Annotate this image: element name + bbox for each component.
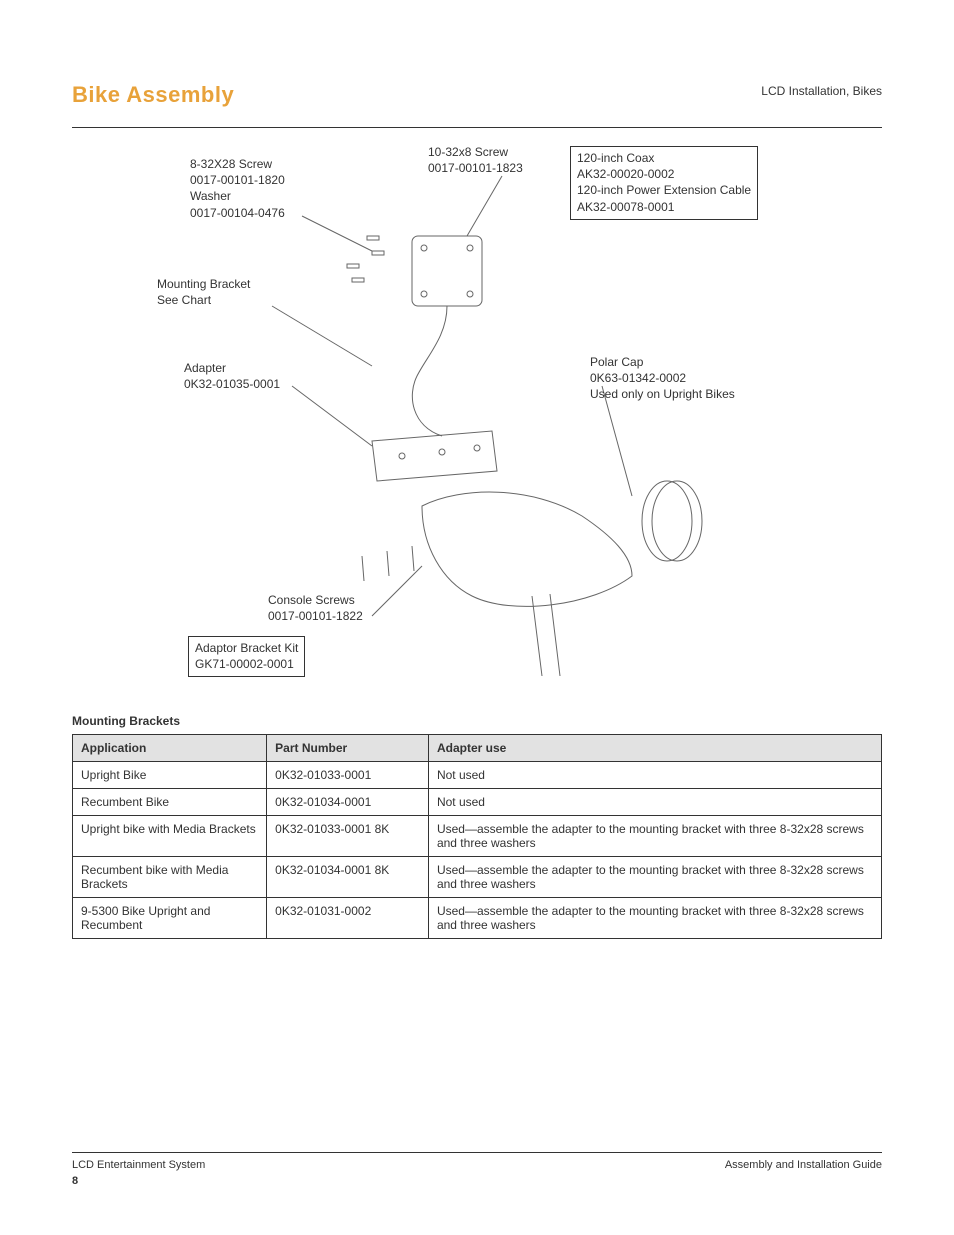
cell-part-number: 0K32-01034-0001 <box>267 789 429 816</box>
cell-part-number: 0K32-01034-0001 8K <box>267 857 429 898</box>
cell-adapter-use: Not used <box>428 762 881 789</box>
table-row: 9-5300 Bike Upright and Recumbent 0K32-0… <box>73 898 882 939</box>
label-screw-8-32: 8-32X28 Screw 0017-00101-1820 Washer 001… <box>190 156 285 221</box>
table-row: Recumbent bike with Media Brackets 0K32-… <box>73 857 882 898</box>
label-adaptor-bracket-kit: Adaptor Bracket Kit GK71-00002-0001 <box>188 636 305 677</box>
cell-adapter-use: Used—assemble the adapter to the mountin… <box>428 898 881 939</box>
label-text: 0017-00101-1822 <box>268 609 363 623</box>
label-text: AK32-00078-0001 <box>577 200 674 214</box>
label-text: 0017-00101-1820 <box>190 173 285 187</box>
label-text: Polar Cap <box>590 355 643 369</box>
col-header-application: Application <box>73 735 267 762</box>
table-header-row: Application Part Number Adapter use <box>73 735 882 762</box>
label-text: 120-inch Power Extension Cable <box>577 183 751 197</box>
label-text: GK71-00002-0001 <box>195 657 294 671</box>
cell-application: 9-5300 Bike Upright and Recumbent <box>73 898 267 939</box>
mounting-brackets-table: Application Part Number Adapter use Upri… <box>72 734 882 939</box>
cell-application: Upright bike with Media Brackets <box>73 816 267 857</box>
label-text: 0017-00104-0476 <box>190 206 285 220</box>
footer-doc-title: LCD Entertainment System <box>72 1159 205 1171</box>
cell-adapter-use: Used—assemble the adapter to the mountin… <box>428 816 881 857</box>
label-text: 8-32X28 Screw <box>190 157 272 171</box>
col-header-adapter-use: Adapter use <box>428 735 881 762</box>
cell-application: Recumbent Bike <box>73 789 267 816</box>
page-footer: LCD Entertainment System Assembly and In… <box>72 1152 882 1187</box>
label-text: 0017-00101-1823 <box>428 161 523 175</box>
label-text: 0K63-01342-0002 <box>590 371 686 385</box>
label-screw-10-32: 10-32x8 Screw 0017-00101-1823 <box>428 144 523 176</box>
label-text: AK32-00020-0002 <box>577 167 674 181</box>
sub-section-title: LCD Installation, Bikes <box>761 84 882 98</box>
label-text: Adapter <box>184 361 226 375</box>
cell-adapter-use: Used—assemble the adapter to the mountin… <box>428 857 881 898</box>
table-title: Mounting Brackets <box>72 714 882 728</box>
label-text: 10-32x8 Screw <box>428 145 508 159</box>
table-row: Upright bike with Media Brackets 0K32-01… <box>73 816 882 857</box>
label-adapter: Adapter 0K32-01035-0001 <box>184 360 280 392</box>
label-text: 120-inch Coax <box>577 151 654 165</box>
exploded-diagram: 8-32X28 Screw 0017-00101-1820 Washer 001… <box>72 136 882 696</box>
cell-part-number: 0K32-01031-0002 <box>267 898 429 939</box>
cell-application: Recumbent bike with Media Brackets <box>73 857 267 898</box>
label-text: See Chart <box>157 293 211 307</box>
label-text: Adaptor Bracket Kit <box>195 641 298 655</box>
label-text: Console Screws <box>268 593 355 607</box>
cell-application: Upright Bike <box>73 762 267 789</box>
table-row: Recumbent Bike 0K32-01034-0001 Not used <box>73 789 882 816</box>
label-text: 0K32-01035-0001 <box>184 377 280 391</box>
cell-part-number: 0K32-01033-0001 <box>267 762 429 789</box>
cell-part-number: 0K32-01033-0001 8K <box>267 816 429 857</box>
page: Bike Assembly LCD Installation, Bikes <box>0 0 954 1235</box>
label-mounting-bracket: Mounting Bracket See Chart <box>157 276 250 308</box>
label-text: Mounting Bracket <box>157 277 250 291</box>
page-header: Bike Assembly LCD Installation, Bikes <box>72 80 882 128</box>
label-polar-cap: Polar Cap 0K63-01342-0002 Used only on U… <box>590 354 735 403</box>
page-number: 8 <box>72 1175 882 1187</box>
label-text: Used only on Upright Bikes <box>590 387 735 401</box>
label-text: Washer <box>190 189 231 203</box>
cell-adapter-use: Not used <box>428 789 881 816</box>
col-header-part-number: Part Number <box>267 735 429 762</box>
section-title: Bike Assembly <box>72 82 234 108</box>
footer-doc-sub: Assembly and Installation Guide <box>725 1159 882 1171</box>
table-row: Upright Bike 0K32-01033-0001 Not used <box>73 762 882 789</box>
label-coax-power: 120-inch Coax AK32-00020-0002 120-inch P… <box>570 146 758 220</box>
label-console-screws: Console Screws 0017-00101-1822 <box>268 592 363 624</box>
